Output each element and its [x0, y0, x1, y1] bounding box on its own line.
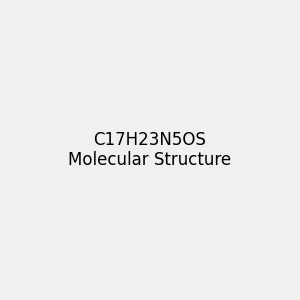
Text: C17H23N5OS
Molecular Structure: C17H23N5OS Molecular Structure — [68, 130, 232, 170]
